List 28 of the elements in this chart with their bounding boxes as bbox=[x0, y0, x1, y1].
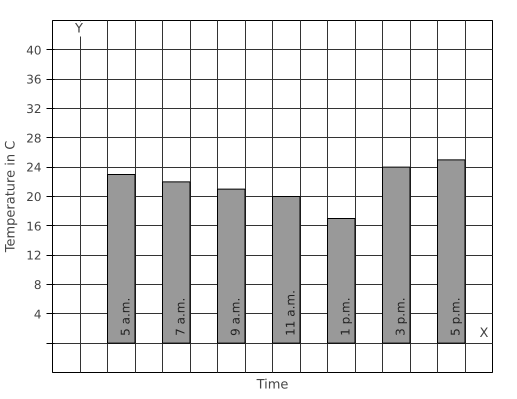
bar bbox=[107, 174, 136, 344]
y-tick-label: 32 bbox=[26, 102, 42, 116]
y-tick-label: 12 bbox=[26, 248, 42, 263]
x-tick-label: 5 a.m. bbox=[118, 298, 132, 336]
x-tick-label: 11 a.m. bbox=[283, 290, 298, 336]
y-tick-label: 40 bbox=[26, 43, 42, 58]
x-tick-label: 5 p.m. bbox=[448, 297, 462, 336]
y-tick-label: 16 bbox=[26, 219, 42, 234]
x-tick-label: 9 a.m. bbox=[228, 298, 242, 336]
annotation: Y bbox=[74, 22, 83, 36]
y-tick-label: 4 bbox=[34, 307, 42, 322]
bar bbox=[327, 218, 356, 344]
x-axis-title: Time bbox=[256, 378, 288, 392]
x-tick-label: 1 p.m. bbox=[338, 297, 352, 336]
annotation: X bbox=[480, 326, 488, 342]
y-tick-label: 8 bbox=[34, 278, 42, 292]
x-tick-label: 3 p.m. bbox=[393, 297, 408, 336]
bar bbox=[272, 196, 300, 344]
y-tick-label: 20 bbox=[26, 190, 42, 204]
x-tick-label: 7 a.m. bbox=[173, 298, 188, 336]
y-tick-label: 24 bbox=[26, 160, 42, 175]
bar bbox=[382, 166, 410, 344]
y-tick-label: 28 bbox=[26, 131, 42, 146]
y-axis-title: Temperature in C bbox=[4, 140, 18, 254]
bar bbox=[217, 188, 246, 344]
bar bbox=[162, 181, 190, 344]
bar bbox=[437, 159, 466, 344]
y-tick-label: 36 bbox=[26, 72, 42, 87]
